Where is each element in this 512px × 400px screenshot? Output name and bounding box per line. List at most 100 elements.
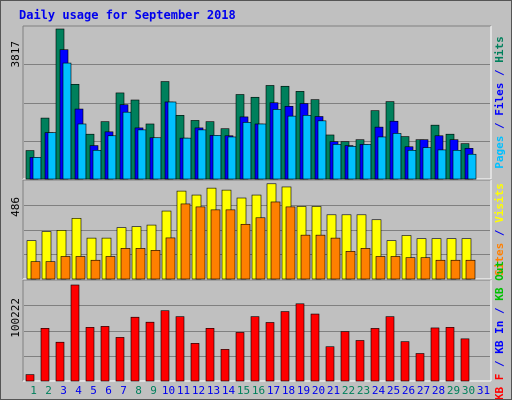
pages-bar-day-22: [347, 146, 357, 180]
kb-series-label-part-1: /: [493, 354, 506, 374]
day-label-28: 28: [432, 384, 445, 397]
day-label-1: 1: [30, 384, 37, 397]
day-label-7: 7: [120, 384, 127, 397]
visits-series-label-part-0: Sites: [493, 243, 506, 276]
day-label-12: 12: [192, 384, 205, 397]
pages-bar-day-15: [242, 122, 252, 180]
kb-series-label-part-3: /: [493, 301, 506, 321]
sites-bar-day-30: [465, 259, 476, 280]
sites-bar-day-24: [375, 256, 386, 280]
day-label-20: 20: [312, 384, 325, 397]
day-label-14: 14: [222, 384, 236, 397]
kbf-bar-day-4: [70, 284, 80, 382]
day-label-8: 8: [135, 384, 142, 397]
pages-bar-day-23: [362, 144, 372, 180]
kbf-bar-day-27: [415, 353, 425, 382]
sites-bar-day-10: [165, 237, 176, 280]
sites-bar-day-25: [390, 256, 401, 280]
kbf-bar-day-23: [355, 340, 365, 382]
sites-bar-day-27: [420, 257, 431, 280]
kbf-bar-day-26: [400, 341, 410, 382]
sites-bar-day-8: [135, 248, 146, 280]
pages-bar-day-25: [392, 133, 402, 180]
kbf-bar-day-28: [430, 327, 440, 382]
pages-bar-day-29: [452, 150, 462, 180]
visits-series-label-part-1: /: [493, 223, 506, 243]
day-label-13: 13: [207, 384, 220, 397]
kbf-bar-day-22: [340, 331, 350, 382]
kb-ymax-label: 100222: [9, 298, 22, 338]
pages-bar-day-6: [107, 135, 117, 180]
kbf-bar-day-6: [100, 326, 110, 382]
pages-bar-day-4: [77, 123, 87, 180]
hits-series-label-part-1: /: [493, 116, 506, 136]
day-label-26: 26: [402, 384, 415, 397]
day-label-15: 15: [237, 384, 250, 397]
kbf-bar-day-13: [205, 328, 215, 382]
pages-bar-day-16: [257, 123, 267, 180]
sites-bar-day-20: [315, 234, 326, 280]
sites-bar-day-14: [225, 209, 236, 280]
sites-bar-day-16: [255, 217, 266, 280]
day-label-27: 27: [417, 384, 430, 397]
day-label-10: 10: [162, 384, 175, 397]
kbf-bar-day-10: [160, 310, 170, 382]
day-label-25: 25: [387, 384, 400, 397]
day-label-11: 11: [177, 384, 190, 397]
pages-bar-day-5: [92, 150, 102, 180]
sites-bar-day-1: [30, 261, 41, 280]
day-label-3: 3: [60, 384, 67, 397]
hits-series-label-part-3: /: [493, 63, 506, 83]
sites-bar-day-18: [285, 206, 296, 280]
sites-bar-day-22: [345, 251, 356, 280]
kbf-bar-day-3: [55, 341, 65, 382]
sites-bar-day-7: [120, 248, 131, 280]
kbf-bar-day-15: [235, 332, 245, 382]
sites-bar-day-19: [300, 234, 311, 280]
hits-series-label-part-0: Pages: [493, 136, 506, 169]
pages-bar-day-8: [137, 129, 147, 180]
pages-bar-day-3: [62, 62, 72, 180]
sites-bar-day-12: [195, 206, 206, 280]
hits-series-label-part-2: Files: [493, 83, 506, 116]
pages-bar-day-18: [287, 115, 297, 180]
pages-bar-day-20: [317, 120, 327, 180]
pages-bar-day-12: [197, 129, 207, 180]
kbf-bar-day-7: [115, 337, 125, 382]
kbf-bar-day-5: [85, 327, 95, 382]
kbf-bar-day-19: [295, 303, 305, 382]
pages-bar-day-13: [212, 135, 222, 180]
pages-bar-day-9: [152, 137, 162, 180]
day-label-23: 23: [357, 384, 370, 397]
sites-bar-day-29: [450, 259, 461, 280]
sites-bar-day-21: [330, 237, 341, 280]
kbf-bar-day-30: [460, 338, 470, 382]
day-label-24: 24: [372, 384, 386, 397]
kbf-bar-day-18: [280, 311, 290, 382]
sites-bar-day-26: [405, 257, 416, 280]
pages-bar-day-2: [47, 132, 57, 180]
visits-ymax-label: 486: [9, 197, 22, 217]
kb-series-label-part-2: KB In: [493, 321, 506, 354]
pages-bar-day-28: [437, 149, 447, 180]
sites-bar-day-28: [435, 259, 446, 280]
kbf-bar-day-25: [385, 316, 395, 382]
pages-bar-day-19: [302, 115, 312, 180]
kbf-bar-day-11: [175, 316, 185, 382]
pages-bar-day-7: [122, 111, 132, 180]
visits-series-label-part-2: Visits: [493, 183, 506, 223]
day-label-31: 31: [477, 384, 490, 397]
kb-series-label-part-0: KB F: [493, 374, 506, 399]
pages-bar-day-30: [467, 153, 477, 180]
kbf-bar-day-14: [220, 349, 230, 382]
kbf-bar-day-20: [310, 313, 320, 382]
chart-title: Daily usage for September 2018: [19, 8, 236, 22]
pages-bar-day-26: [407, 150, 417, 180]
day-label-4: 4: [75, 384, 82, 397]
kbf-bar-day-9: [145, 321, 155, 382]
kbf-bar-day-24: [370, 328, 380, 382]
pages-bar-day-21: [332, 144, 342, 180]
sites-bar-day-11: [180, 203, 191, 280]
